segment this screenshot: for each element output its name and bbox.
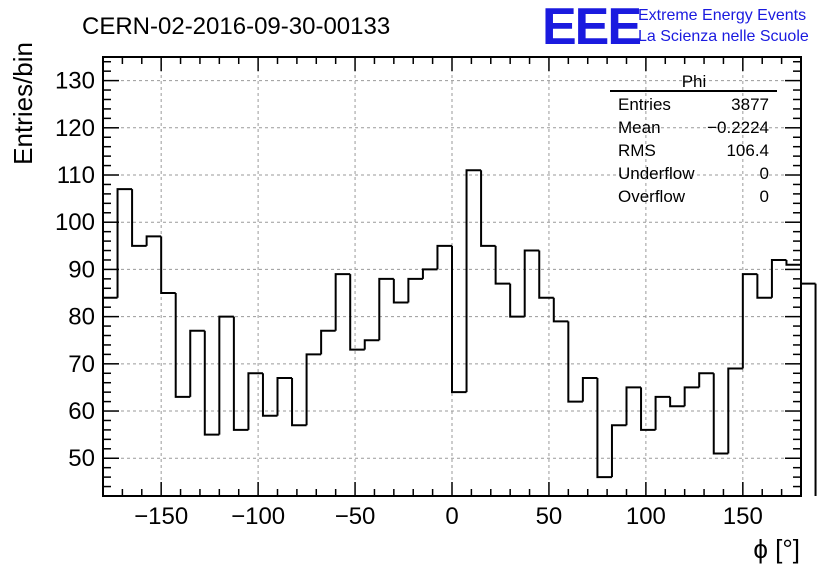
histogram-bin	[174, 293, 191, 398]
histogram-bin	[320, 329, 336, 355]
stats-box: Phi Entries 3877 Mean −0.2224 RMS 106.4 …	[610, 72, 777, 206]
histogram-bin	[276, 376, 293, 416]
y-tick-label: 90	[68, 256, 95, 283]
histogram-bin	[421, 268, 438, 279]
eee-logo-line2: La Scienza nelle Scuole	[638, 28, 809, 45]
y-axis-label: Entries/bin	[8, 42, 38, 165]
histogram-bin	[261, 373, 278, 417]
stats-value-overflow: 0	[760, 187, 769, 206]
stats-value-underflow: 0	[760, 164, 769, 183]
plot-frame	[102, 56, 802, 497]
histogram-bin	[392, 278, 409, 304]
histogram-bin	[334, 273, 351, 331]
stats-value-rms: 106.4	[726, 141, 769, 160]
histogram-bin	[770, 258, 787, 298]
x-axis-tick-labels: −150 −100 −50 0 50 100 150	[134, 503, 763, 530]
histogram-bin	[407, 277, 423, 303]
histogram-bin	[610, 424, 627, 478]
stats-value-mean: −0.2224	[707, 118, 769, 137]
stats-label-overflow: Overflow	[618, 187, 686, 206]
stats-label-underflow: Underflow	[618, 164, 695, 183]
stats-label-entries: Entries	[618, 95, 671, 114]
stats-box-title: Phi	[682, 72, 707, 91]
histogram-bin	[349, 274, 365, 351]
y-tick-label: 100	[55, 209, 95, 236]
histogram-bin	[451, 245, 467, 394]
histogram-bin	[756, 274, 772, 299]
eee-logo-line1: Extreme Energy Events	[638, 7, 806, 24]
stats-value-entries: 3877	[731, 95, 769, 114]
histogram-bin	[509, 283, 525, 318]
y-tick-label: 60	[68, 398, 95, 425]
y-axis-tick-labels: 50 60 70 80 90 100 110 120 130	[55, 68, 95, 473]
x-tick-label: −150	[134, 503, 188, 530]
histogram-bin	[654, 395, 671, 430]
histogram-bin	[465, 169, 482, 393]
y-tick-label: 80	[68, 304, 95, 331]
y-tick-label: 70	[68, 351, 95, 378]
y-tick-label: 50	[68, 445, 95, 472]
histogram-bin	[698, 372, 714, 388]
x-tick-label: 0	[445, 503, 458, 530]
chart-title: CERN-02-2016-09-30-00133	[82, 13, 390, 40]
histogram-bin	[596, 377, 612, 479]
histogram-bin	[203, 330, 220, 436]
y-tick-label: 130	[55, 68, 95, 95]
stats-label-mean: Mean	[618, 118, 661, 137]
x-tick-label: 50	[536, 503, 563, 530]
histogram-bin	[247, 372, 263, 430]
histogram-bin	[741, 273, 758, 369]
histogram-bin	[712, 373, 729, 455]
histogram-bin	[523, 249, 540, 317]
histogram-bin	[305, 353, 322, 426]
histogram-bin	[625, 386, 642, 426]
histogram-bin	[160, 236, 176, 295]
histogram-bin	[640, 387, 656, 431]
eee-logo-letters: EEE	[542, 0, 640, 56]
x-tick-label: 150	[723, 503, 763, 530]
x-tick-label: 100	[626, 503, 666, 530]
x-axis-label: ϕ [°]	[753, 534, 800, 564]
histogram-bin	[727, 367, 743, 454]
histogram-bin	[800, 264, 816, 285]
histogram-bin	[189, 329, 205, 397]
histogram-bin	[363, 339, 380, 350]
histogram-bin	[480, 170, 496, 247]
histogram-bin	[494, 245, 511, 285]
histogram-bin	[378, 277, 394, 341]
histogram-bin	[669, 396, 685, 408]
histogram-bin	[116, 188, 133, 298]
histogram-bin	[581, 376, 598, 402]
histogram-bin	[218, 315, 234, 435]
histogram-bin	[552, 297, 569, 323]
histogram-plot	[103, 169, 817, 496]
histogram-bin	[436, 244, 452, 270]
x-tick-label: −50	[335, 503, 376, 530]
y-tick-label: 110	[57, 162, 95, 189]
histogram-bin	[232, 316, 249, 431]
y-tick-label: 120	[55, 115, 95, 142]
stats-label-rms: RMS	[618, 141, 656, 160]
x-tick-label: −100	[231, 503, 285, 530]
histogram-bin	[131, 189, 147, 247]
histogram-bin	[538, 250, 554, 299]
eee-logo: EEE Extreme Energy Events La Scienza nel…	[542, 0, 809, 56]
histogram-bin	[785, 259, 801, 266]
histogram-bin	[683, 386, 700, 407]
histogram-bin	[291, 377, 307, 427]
histogram-bin	[567, 321, 583, 403]
histogram-bin	[145, 235, 162, 246]
